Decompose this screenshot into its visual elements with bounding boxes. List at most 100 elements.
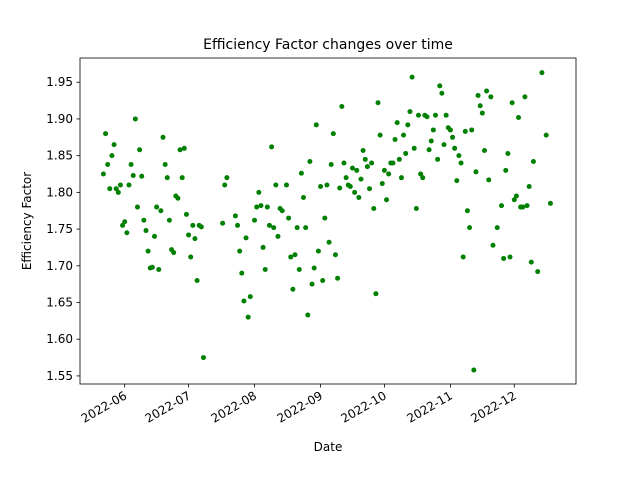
data-point: [469, 127, 475, 133]
data-point: [245, 314, 251, 320]
data-point: [318, 183, 324, 189]
data-point: [464, 208, 470, 214]
data-point: [141, 217, 147, 223]
data-point: [237, 248, 243, 254]
data-point: [413, 206, 419, 212]
data-point: [232, 213, 238, 219]
data-point: [158, 208, 164, 214]
data-point: [454, 178, 460, 184]
data-point: [179, 175, 185, 181]
data-point: [520, 204, 526, 210]
data-point: [258, 203, 264, 209]
data-point: [479, 110, 485, 116]
data-point: [467, 225, 473, 231]
data-point: [362, 156, 368, 162]
data-point: [164, 175, 170, 181]
data-point: [183, 211, 189, 217]
data-point: [320, 277, 326, 283]
data-point: [241, 298, 247, 304]
data-point: [275, 233, 281, 239]
data-point: [415, 112, 421, 118]
data-point: [543, 132, 549, 138]
y-axis-label: Efficiency Factor: [20, 172, 34, 270]
data-point: [260, 244, 266, 250]
data-point: [283, 182, 289, 188]
data-point: [458, 160, 464, 166]
data-point: [198, 224, 204, 230]
data-point: [303, 225, 309, 231]
data-point: [409, 74, 415, 80]
data-point: [522, 94, 528, 100]
data-point: [488, 94, 494, 100]
data-point: [335, 275, 341, 281]
data-point: [286, 215, 292, 221]
data-point: [194, 277, 200, 283]
data-point: [239, 270, 245, 276]
data-point: [296, 266, 302, 272]
data-point: [358, 176, 364, 182]
data-point: [373, 291, 379, 297]
data-point: [175, 195, 181, 201]
data-point: [386, 171, 392, 177]
data-point: [503, 167, 509, 173]
data-point: [166, 217, 172, 223]
data-point: [530, 159, 536, 165]
data-point: [262, 266, 268, 272]
data-point: [339, 103, 345, 109]
data-point: [254, 204, 260, 210]
data-point: [356, 195, 362, 201]
data-point: [294, 225, 300, 231]
data-point: [450, 134, 456, 140]
data-point: [156, 266, 162, 272]
data-point: [447, 127, 453, 133]
data-point: [430, 127, 436, 133]
data-point: [290, 286, 296, 292]
data-point: [379, 181, 385, 187]
y-tick-label: 1.65: [46, 296, 73, 310]
data-point: [188, 254, 194, 260]
data-point: [311, 265, 317, 271]
data-point: [528, 259, 534, 265]
data-point: [186, 232, 192, 238]
data-point: [177, 147, 183, 153]
data-point: [326, 239, 332, 245]
data-point: [341, 160, 347, 166]
data-point: [305, 312, 311, 318]
y-tick-label: 1.60: [46, 332, 73, 346]
data-point: [524, 203, 530, 209]
y-tick-label: 1.75: [46, 222, 73, 236]
chart-title: Efficiency Factor changes over time: [203, 37, 453, 53]
data-point: [405, 122, 411, 128]
data-point: [452, 145, 458, 151]
data-point: [313, 122, 319, 128]
data-point: [392, 137, 398, 142]
data-point: [390, 160, 396, 166]
data-point: [192, 236, 198, 242]
data-point: [264, 204, 270, 210]
data-point: [505, 150, 511, 156]
data-point: [162, 161, 168, 167]
data-point: [407, 109, 413, 115]
data-point: [371, 206, 377, 212]
data-point: [364, 164, 370, 170]
data-point: [273, 182, 279, 188]
data-point: [424, 114, 430, 120]
data-point: [330, 131, 336, 137]
data-point: [122, 219, 128, 225]
data-point: [171, 250, 177, 256]
data-point: [292, 252, 298, 258]
data-point: [418, 171, 424, 177]
data-point: [100, 171, 106, 177]
data-point: [456, 153, 462, 159]
data-point: [343, 175, 349, 181]
data-point: [411, 145, 417, 151]
data-point: [149, 264, 155, 270]
data-point: [269, 144, 275, 150]
data-point: [526, 183, 532, 189]
data-point: [222, 182, 228, 188]
data-point: [462, 128, 468, 134]
data-point: [145, 248, 151, 254]
y-tick-label: 1.85: [46, 149, 73, 163]
